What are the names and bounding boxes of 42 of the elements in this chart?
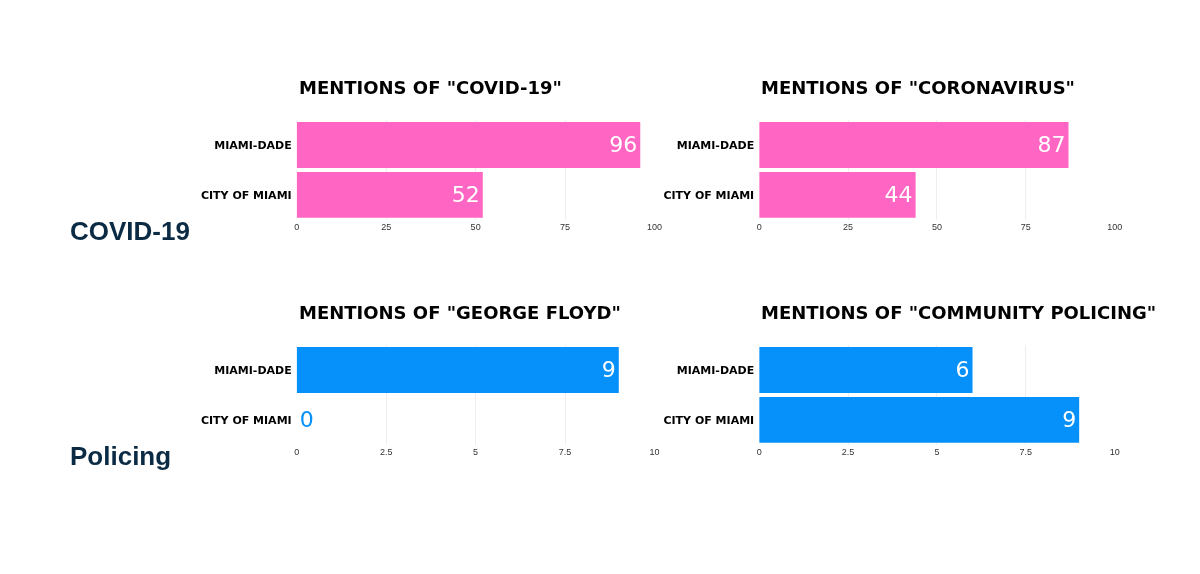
chart-title: MENTIONS OF "GEORGE FLOYD" [299,302,621,323]
data-label: 0 [299,407,314,433]
data-label: 52 [451,182,480,208]
x-tick-label: 75 [560,221,571,232]
x-tick-label: 2.5 [841,446,855,457]
x-tick-label: 25 [381,221,392,232]
x-tick-label: 75 [1020,221,1031,232]
x-tick-label: 10 [1109,446,1120,457]
y-tick-label: CITY OF MIAMI [200,413,292,427]
y-tick-label: CITY OF MIAMI [200,188,292,202]
x-tick-label: 25 [843,221,854,232]
data-label: 44 [884,182,913,208]
data-label: 9 [1062,407,1077,433]
x-tick-label: 0 [756,446,762,457]
chart-title: MENTIONS OF "CORONAVIRUS" [761,77,1075,98]
data-label: 9 [601,357,616,383]
x-tick-label: 10 [649,446,660,457]
x-tick-label: 7.5 [558,446,572,457]
x-tick-label: 7.5 [1019,446,1033,457]
data-label: 96 [609,132,638,158]
y-tick-label: MIAMI-DADE [676,363,755,377]
x-tick-label: 5 [473,446,479,457]
x-tick-label: 5 [934,446,940,457]
data-label: 6 [955,357,970,383]
data-label: 87 [1037,132,1066,158]
x-tick-label: 0 [294,221,300,232]
x-tick-label: 100 [647,221,663,232]
x-tick-label: 2.5 [379,446,393,457]
y-tick-label: MIAMI-DADE [676,138,755,152]
x-tick-label: 0 [294,446,300,457]
x-tick-label: 0 [756,221,762,232]
x-tick-label: 50 [470,221,481,232]
y-tick-label: CITY OF MIAMI [663,413,755,427]
x-tick-label: 100 [1107,221,1123,232]
text: Policing [70,441,172,471]
y-tick-label: MIAMI-DADE [214,138,292,152]
text: COVID-19 [70,216,190,246]
chart-title: MENTIONS OF "COVID-19" [299,77,562,98]
x-tick-label: 50 [931,221,942,232]
chart-title: MENTIONS OF "COMMUNITY POLICING" [761,302,1157,323]
y-tick-label: MIAMI-DADE [214,363,292,377]
y-tick-label: CITY OF MIAMI [663,188,755,202]
